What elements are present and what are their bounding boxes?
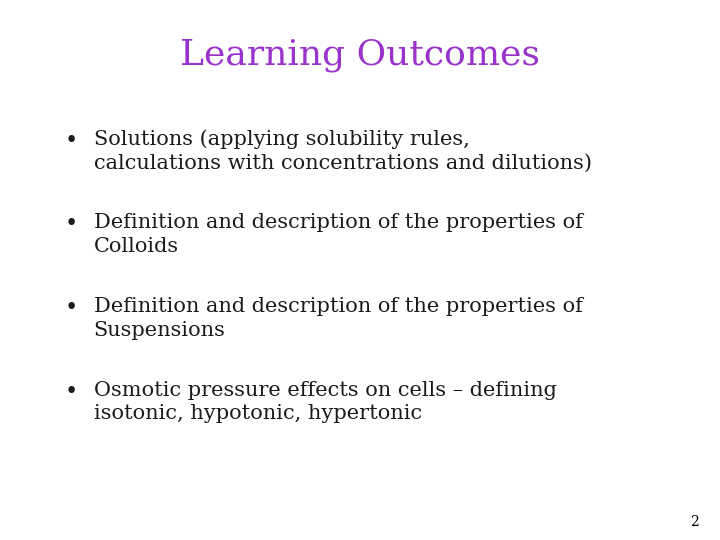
Text: Osmotic pressure effects on cells – defining
isotonic, hypotonic, hypertonic: Osmotic pressure effects on cells – defi… [94, 381, 557, 423]
Text: Definition and description of the properties of
Colloids: Definition and description of the proper… [94, 213, 582, 256]
Text: •: • [65, 213, 78, 235]
Text: Solutions (applying solubility rules,
calculations with concentrations and dilut: Solutions (applying solubility rules, ca… [94, 130, 592, 173]
Text: •: • [65, 381, 78, 403]
Text: •: • [65, 297, 78, 319]
Text: •: • [65, 130, 78, 152]
Text: 2: 2 [690, 515, 698, 529]
Text: Learning Outcomes: Learning Outcomes [180, 38, 540, 72]
Text: Definition and description of the properties of
Suspensions: Definition and description of the proper… [94, 297, 582, 340]
